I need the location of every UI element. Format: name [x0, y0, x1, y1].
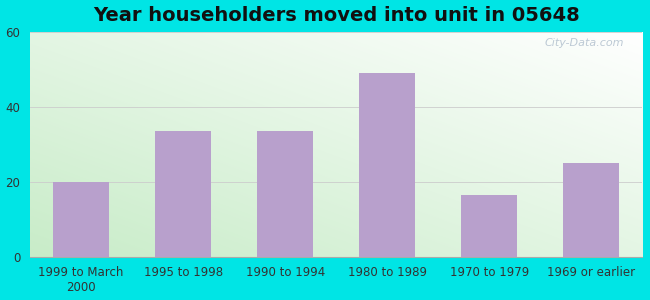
Bar — [155, 131, 211, 257]
Bar — [53, 182, 109, 257]
Text: City-Data.com: City-Data.com — [545, 38, 624, 48]
Bar — [462, 195, 517, 257]
Bar — [359, 73, 415, 257]
Bar — [564, 163, 619, 257]
Title: Year householders moved into unit in 05648: Year householders moved into unit in 056… — [93, 6, 580, 25]
Bar — [257, 131, 313, 257]
